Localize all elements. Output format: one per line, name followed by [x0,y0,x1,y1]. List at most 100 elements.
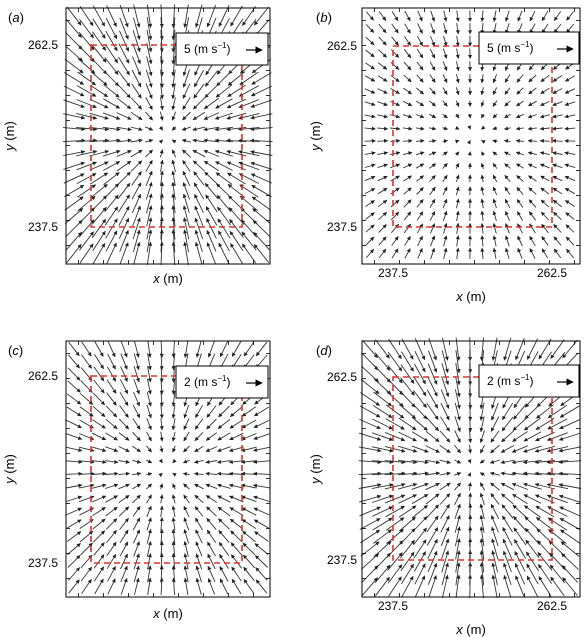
field-arrow [93,379,105,394]
field-arrow [120,565,128,583]
field-arrow [131,193,142,213]
field-arrow [243,566,255,582]
field-arrow [159,378,164,395]
field-arrow [94,341,104,357]
field-arrow [523,417,541,431]
field-arrow [146,472,153,477]
field-arrow [79,231,94,251]
field-arrow [492,87,498,95]
field-arrow [229,419,244,429]
field-arrow [404,36,411,46]
field-arrow [226,150,247,157]
field-arrow [133,378,140,395]
field-arrow [546,446,569,453]
field-arrow [492,126,498,130]
field-arrow [401,338,414,360]
field-arrow [217,495,231,503]
field-arrow [566,11,574,21]
field-arrow [205,206,218,226]
y-tick-label: 237.5 [28,220,58,234]
legend-label: 2 (m s−1) [184,374,230,389]
field-arrow [511,445,528,453]
field-arrow [132,529,141,544]
field-arrow [206,218,217,239]
field-arrow [133,541,140,557]
field-arrow [65,459,83,464]
field-arrow [218,405,230,418]
field-arrow [119,392,129,407]
field-arrow [564,163,576,169]
field-arrow [426,527,439,546]
field-arrow [429,211,436,221]
field-arrow [120,353,128,370]
field-arrow [390,138,401,143]
field-arrow [66,507,82,516]
field-arrow [428,337,437,361]
field-arrow [552,151,563,156]
field-arrow [171,418,176,431]
field-arrow [551,126,563,131]
field-arrow [479,472,486,477]
field-arrow [492,163,498,169]
panel-d: 2 (m s−1) (d) 262.5 237.5 237.5 262.5 x (m) y (… [308,337,582,637]
field-arrow [105,17,118,40]
field-arrow [455,139,460,144]
field-arrow [429,186,436,196]
field-arrow [159,42,164,65]
field-arrow [467,472,472,477]
field-arrow [454,389,461,410]
field-arrow [400,364,415,384]
field-arrow [104,194,119,213]
field-arrow [515,113,524,119]
field-arrow [480,162,485,169]
field-arrow [378,36,387,46]
field-arrow [385,431,406,442]
field-arrow [255,579,268,594]
field-arrow [513,527,527,546]
legend-label: 2 (m s−1) [487,373,533,388]
field-arrow [417,23,423,34]
field-arrow [455,23,460,35]
field-arrow [378,11,387,21]
field-arrow [528,175,537,182]
field-arrow [553,248,562,259]
y-tick-label: 237.5 [327,553,357,567]
field-arrow [492,186,498,196]
field-arrow [504,198,511,209]
field-arrow [372,405,393,418]
field-arrow [479,550,485,573]
field-arrow [384,460,406,465]
field-arrow [63,150,86,157]
field-arrow [183,445,190,453]
field-arrow [401,575,414,597]
field-arrow [527,151,537,156]
field-arrow [76,127,98,132]
field-arrow [204,182,219,199]
field-arrow [426,389,439,409]
field-arrow [133,391,140,407]
field-arrow [425,504,440,519]
field-arrow [443,10,448,22]
field-arrow [102,112,121,120]
field-arrow [195,529,203,544]
field-arrow [182,459,190,464]
field-arrow [158,139,164,144]
field-arrow [377,62,388,70]
field-arrow [414,551,426,572]
field-arrow [384,494,406,504]
field-arrow [411,482,429,490]
field-arrow [480,198,485,209]
field-arrow [562,577,578,596]
field-arrow [183,529,190,544]
field-arrow [182,193,190,214]
field-arrow [502,515,513,533]
field-arrow [565,236,575,246]
field-arrow [251,72,272,85]
field-arrow [133,553,140,570]
field-arrow [181,126,191,131]
field-arrow [216,194,232,212]
dashed-region [392,45,553,228]
field-arrow [237,138,260,143]
field-arrow [133,340,140,358]
field-arrow [158,126,164,131]
